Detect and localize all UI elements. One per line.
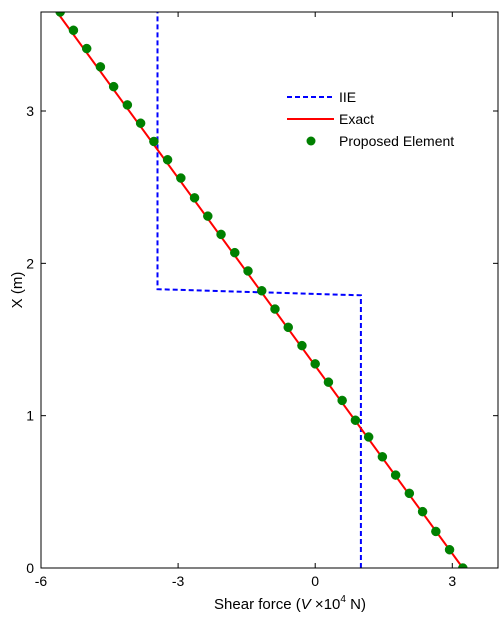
proposed-element-point-12 (297, 340, 307, 351)
proposed-element-point-1 (444, 544, 455, 555)
proposed-element-point-4 (404, 488, 415, 499)
proposed-element-point-19 (203, 211, 213, 221)
legend-label-iie: IIE (339, 89, 356, 105)
legend-label-exact: Exact (339, 111, 374, 127)
proposed-element-point-15 (256, 286, 267, 296)
plot-area (55, 12, 468, 568)
x-axis-label: Shear force (V ×104 N) (214, 594, 366, 613)
proposed-element-point-20 (189, 193, 200, 203)
proposed-element-point-16 (243, 266, 253, 276)
proposed-element-point-14 (270, 304, 280, 314)
proposed-element-point-29 (68, 25, 79, 36)
y-tick-label: 2 (26, 255, 34, 271)
x-tick-label: 0 (311, 573, 319, 589)
proposed-element-point-9 (337, 395, 347, 406)
proposed-element-point-6 (377, 452, 388, 462)
iie-series-line (156, 12, 362, 568)
proposed-element-point-13 (283, 322, 293, 333)
proposed-element-point-11 (310, 359, 320, 369)
y-tick-label: 1 (26, 408, 34, 424)
proposed-element-point-3 (417, 506, 428, 517)
proposed-element-point-30 (55, 12, 65, 17)
proposed-element-point-7 (363, 432, 374, 442)
proposed-element-point-8 (350, 415, 361, 425)
proposed-element-point-17 (230, 247, 240, 258)
legend-label-proposed-element: Proposed Element (339, 133, 454, 149)
y-tick-label: 0 (26, 560, 34, 576)
proposed-element-point-2 (431, 526, 441, 537)
proposed-element-point-26 (108, 81, 119, 92)
proposed-element-point-0 (458, 563, 468, 568)
proposed-element-point-25 (122, 100, 133, 110)
y-axis-label: X (m) (9, 272, 26, 309)
axes: -6 -3 0 3 0 1 2 3 (26, 11, 499, 589)
proposed-element-point-21 (176, 173, 186, 183)
proposed-element-point-28 (81, 43, 92, 54)
x-tick-label: -6 (35, 573, 48, 589)
y-tick-label: 3 (26, 103, 34, 119)
proposed-element-point-22 (162, 155, 173, 165)
proposed-element-point-5 (390, 470, 401, 480)
x-tick-label: 3 (448, 573, 456, 589)
proposed-element-point-27 (95, 62, 106, 72)
proposed-element-point-24 (135, 118, 146, 128)
plot-frame (40, 11, 499, 569)
x-tick-label: -3 (172, 573, 185, 589)
proposed-element-point-23 (149, 136, 159, 147)
proposed-element-point-10 (323, 377, 334, 387)
legend: IIE Exact Proposed Element (287, 89, 454, 149)
proposed-element-point-18 (216, 229, 226, 240)
legend-marker-proposed-element (306, 136, 316, 146)
